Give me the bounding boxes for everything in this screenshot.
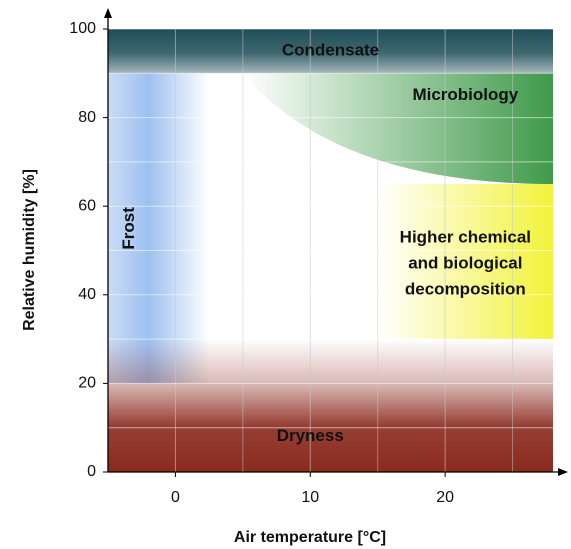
zone-label: Frost bbox=[119, 207, 138, 250]
zone bbox=[108, 29, 553, 74]
x-axis-title: Air temperature [°C] bbox=[234, 529, 386, 546]
y-tick-label: 40 bbox=[78, 286, 96, 303]
y-tick-label: 100 bbox=[69, 20, 96, 37]
y-axis-arrow bbox=[104, 8, 112, 18]
x-tick-label: 0 bbox=[171, 489, 180, 506]
zone-label: Higher chemical bbox=[400, 227, 531, 246]
y-tick-label: 0 bbox=[87, 463, 96, 480]
y-tick-label: 80 bbox=[78, 109, 96, 126]
zone-label: Microbiology bbox=[412, 85, 518, 104]
x-tick-label: 10 bbox=[301, 489, 319, 506]
zone bbox=[242, 73, 553, 185]
zone bbox=[108, 339, 553, 472]
zone bbox=[377, 184, 553, 340]
x-axis-arrow bbox=[558, 468, 568, 476]
zone-label: decomposition bbox=[405, 279, 526, 298]
y-tick-label: 20 bbox=[78, 375, 96, 392]
zone-label: and biological bbox=[408, 253, 522, 272]
y-axis-title: Relative humidity [%] bbox=[21, 169, 38, 331]
x-tick-label: 20 bbox=[436, 489, 454, 506]
y-tick-label: 60 bbox=[78, 197, 96, 214]
zone-label: Dryness bbox=[277, 426, 344, 445]
zone bbox=[108, 73, 210, 384]
zone-label: Condensate bbox=[282, 41, 379, 60]
